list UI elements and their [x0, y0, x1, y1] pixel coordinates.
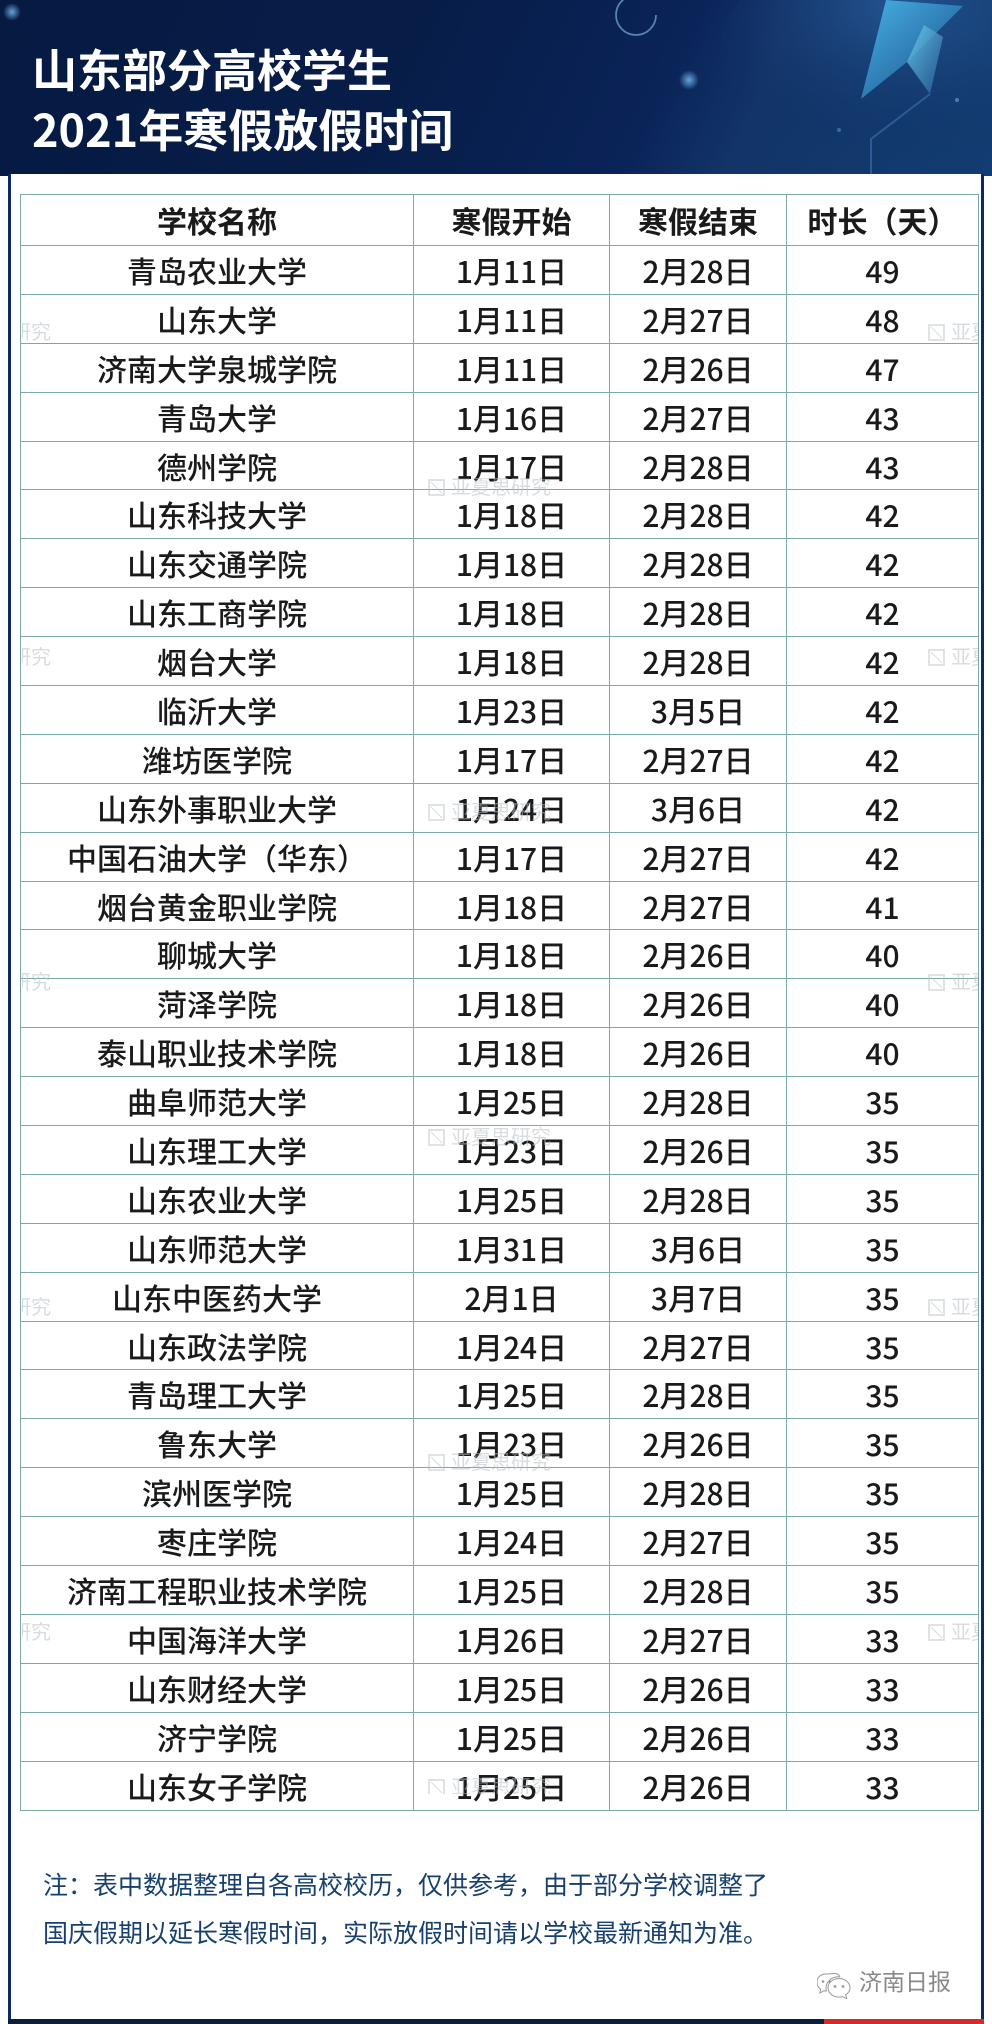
svg-text:济南日报: 济南日报	[859, 1965, 951, 1997]
